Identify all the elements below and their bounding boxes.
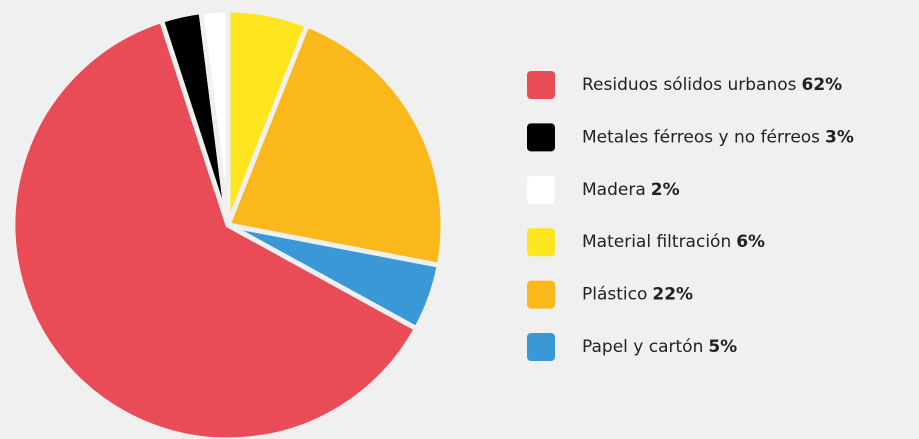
legend-name: Metales férreos y no férreos bbox=[582, 127, 820, 147]
legend-label: Metales férreos y no férreos 3% bbox=[582, 127, 854, 147]
legend-name: Material filtración bbox=[582, 232, 731, 252]
legend-swatch bbox=[527, 175, 555, 204]
legend-name: Plástico bbox=[582, 285, 647, 305]
legend-swatch bbox=[527, 333, 555, 361]
pie-slice bbox=[225, 22, 446, 268]
legend-name: Madera bbox=[582, 180, 646, 200]
legend-swatch bbox=[527, 228, 555, 257]
legend-label: Plástico 22% bbox=[582, 285, 693, 305]
legend-label: Madera 2% bbox=[582, 180, 680, 200]
legend-swatch bbox=[527, 123, 555, 152]
legend-value: 22% bbox=[652, 285, 693, 305]
legend-value: 62% bbox=[801, 75, 842, 95]
legend-swatch bbox=[527, 280, 555, 309]
legend-name: Residuos sólidos urbanos bbox=[582, 75, 797, 95]
legend-value: 2% bbox=[651, 180, 680, 200]
legend-label: Residuos sólidos urbanos 62% bbox=[582, 75, 842, 95]
legend-name: Papel y cartón bbox=[582, 337, 703, 357]
legend-value: 5% bbox=[708, 337, 737, 357]
legend-label: Material filtración 6% bbox=[582, 232, 765, 252]
pie-slice bbox=[10, 18, 419, 439]
legend-value: 3% bbox=[825, 127, 854, 147]
legend-label: Papel y cartón 5% bbox=[582, 337, 737, 357]
legend-value: 6% bbox=[736, 232, 765, 252]
legend-swatch bbox=[527, 71, 555, 99]
pie-slice bbox=[225, 222, 442, 332]
